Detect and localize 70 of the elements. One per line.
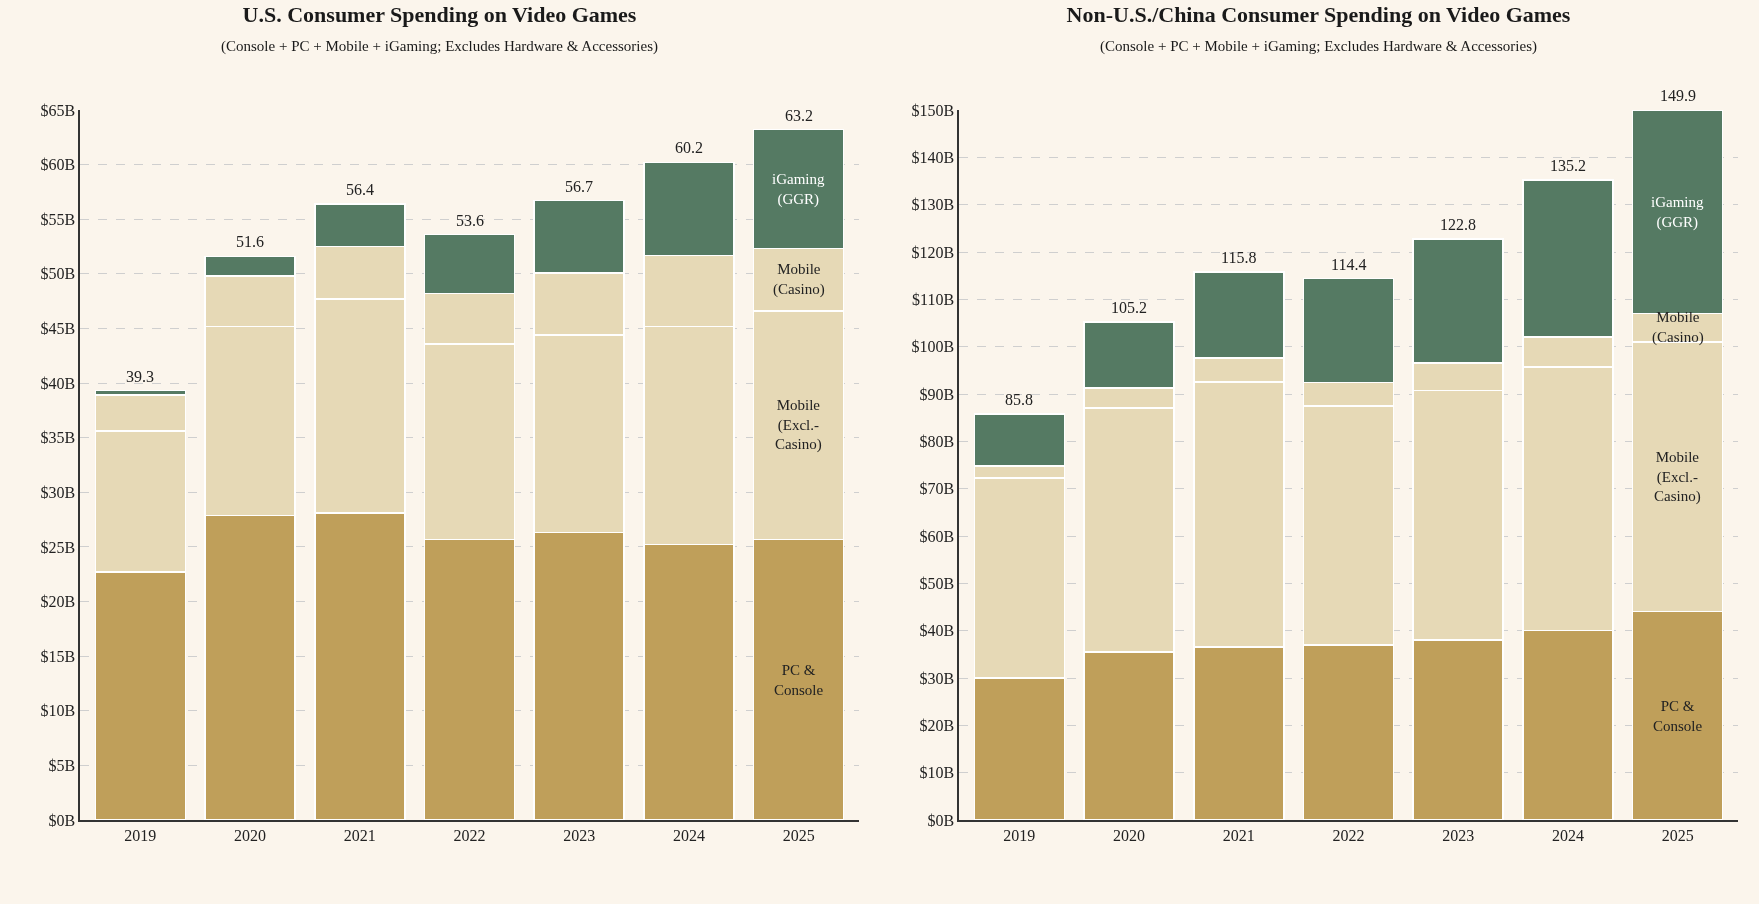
y-tick-label: $100B [911, 338, 955, 356]
y-tick-label: $40B [919, 622, 955, 640]
total-label: 122.8 [1440, 216, 1476, 233]
chart-subtitle: (Console + PC + Mobile + iGaming; Excludes Hardware & Accessories) [221, 37, 658, 55]
total-label: 56.4 [346, 181, 374, 198]
x-tick-label: 2021 [343, 826, 376, 844]
x-tick-label: 2022 [1332, 826, 1365, 844]
y-tick-label: $70B [919, 480, 955, 498]
y-tick-label: $50B [40, 265, 76, 283]
x-tick-label: 2023 [563, 826, 596, 844]
y-tick-label: $30B [40, 483, 76, 501]
chart-title: U.S. Consumer Spending on Video Games [242, 2, 637, 27]
x-tick-label: 2020 [234, 826, 267, 844]
total-label: 135.2 [1550, 157, 1586, 174]
y-tick-label: $0B [927, 811, 955, 829]
y-tick-label: $15B [40, 647, 76, 665]
total-label: 114.4 [1331, 256, 1367, 273]
total-label: 56.7 [565, 178, 593, 195]
series-label: Mobile (Casino) [773, 261, 825, 298]
total-label: 149.9 [1660, 87, 1696, 104]
total-label: 63.2 [785, 107, 813, 124]
y-tick-label: $40B [40, 374, 76, 392]
y-tick-label: $140B [911, 148, 955, 166]
y-tick-label: $5B [48, 756, 76, 774]
series-label: iGaming (GGR) [1651, 194, 1704, 231]
y-tick-label: $90B [919, 385, 955, 403]
y-tick-label: $150B [911, 101, 955, 119]
y-tick-label: $60B [40, 156, 76, 174]
y-tick-label: $35B [40, 429, 76, 447]
series-label: iGaming (GGR) [772, 171, 825, 208]
x-tick-label: 2025 [782, 826, 815, 844]
y-tick-label: $25B [40, 538, 76, 556]
series-label: PC & Console [1653, 698, 1703, 734]
total-label: 51.6 [236, 233, 264, 250]
x-tick-label: 2020 [1113, 826, 1146, 844]
total-label: 105.2 [1111, 299, 1147, 316]
series-label: Mobile (Excl.-Casino) [775, 397, 822, 453]
y-tick-label: $20B [919, 716, 955, 734]
x-tick-label: 2022 [453, 826, 486, 844]
y-tick-label: $0B [48, 811, 76, 829]
x-tick-label: 2021 [1222, 826, 1255, 844]
series-label: Mobile (Excl.-Casino) [1654, 449, 1701, 505]
y-tick-label: $60B [919, 527, 955, 545]
total-label: 39.3 [126, 368, 154, 385]
x-tick-label: 2023 [1442, 826, 1475, 844]
x-tick-label: 2024 [1551, 826, 1584, 844]
x-tick-label: 2019 [124, 826, 157, 844]
total-label: 115.8 [1221, 249, 1257, 266]
x-tick-label: 2019 [1003, 826, 1036, 844]
x-tick-label: 2025 [1661, 826, 1694, 844]
y-tick-label: $80B [919, 432, 955, 450]
y-tick-label: $20B [40, 593, 76, 611]
total-label: 85.8 [1005, 391, 1033, 408]
y-tick-label: $50B [919, 574, 955, 592]
series-label: Mobile (Casino) [1652, 309, 1704, 346]
y-tick-label: $30B [919, 669, 955, 687]
y-tick-label: $65B [40, 101, 76, 119]
chart-subtitle: (Console + PC + Mobile + iGaming; Excludes Hardware & Accessories) [1100, 37, 1537, 55]
y-tick-label: $55B [40, 210, 76, 228]
y-tick-label: $10B [40, 702, 76, 720]
chart-title: Non-U.S./China Consumer Spending on Video Games [1066, 2, 1571, 27]
total-label: 60.2 [675, 139, 703, 156]
y-tick-label: $110B [911, 290, 955, 308]
y-tick-label: $45B [40, 320, 76, 338]
y-tick-label: $130B [911, 196, 955, 214]
total-label: 53.6 [456, 212, 484, 229]
y-tick-label: $120B [911, 243, 955, 261]
y-tick-label: $10B [919, 764, 955, 782]
series-label: PC & Console [774, 662, 824, 698]
x-tick-label: 2024 [672, 826, 705, 844]
